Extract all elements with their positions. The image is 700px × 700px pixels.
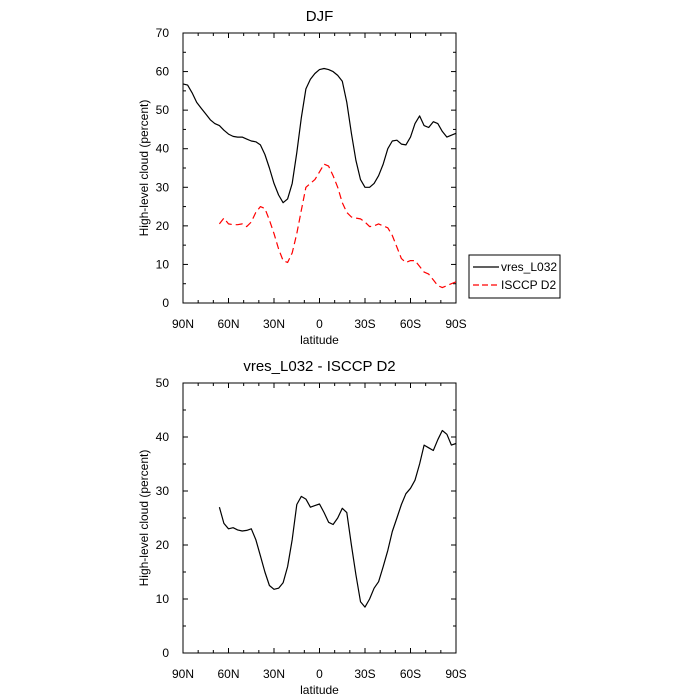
series-line-2 — [182, 67, 457, 204]
y-tick-label: 70 — [156, 26, 170, 40]
y-tick-label: 50 — [156, 103, 170, 117]
series-line-1 — [218, 163, 457, 289]
plot-frame — [182, 32, 457, 304]
chart-title: vres_L032 - ISCCP D2 — [243, 358, 395, 375]
y-tick-label: 30 — [156, 484, 170, 498]
x-axis-label: latitude — [300, 333, 339, 347]
legend-label-2: vres_L032 — [501, 260, 557, 274]
x-tick-label: 30S — [354, 667, 375, 681]
plot-frame — [182, 382, 457, 654]
x-tick-label: 60S — [400, 317, 421, 331]
x-tick-label: 0 — [316, 667, 323, 681]
y-tick-label: 0 — [162, 296, 169, 310]
chart-panel-1: DJF 0 10 20 30 40 50 60 70 90N 60N 30N 0 30S 60S 90S lat… — [137, 8, 561, 347]
y-tick-label: 10 — [156, 257, 170, 271]
series-line-1 — [218, 429, 457, 608]
y-tick-label: 30 — [156, 180, 170, 194]
x-tick-label: 90S — [445, 667, 466, 681]
y-tick-label: 0 — [162, 646, 169, 660]
y-tick-label: 50 — [156, 376, 170, 390]
legend-box — [468, 254, 561, 299]
x-tick-label: 90S — [445, 317, 466, 331]
legend: vres_L032 ISCCP D2 — [468, 254, 561, 299]
x-tick-label: 30S — [354, 317, 375, 331]
x-tick-label: 60N — [217, 667, 239, 681]
y-tick-label: 40 — [156, 430, 170, 444]
x-tick-label: 60S — [400, 667, 421, 681]
x-tick-label: 30N — [263, 317, 285, 331]
y-tick-label: 40 — [156, 142, 170, 156]
legend-label-1: ISCCP D2 — [501, 278, 556, 292]
y-tick-label: 10 — [156, 592, 170, 606]
chart-panel-2: vres_L032 - ISCCP D2 0 10 20 30 40 50 90N 60N 30N… — [137, 358, 467, 697]
y-tick-label: 60 — [156, 65, 170, 79]
x-tick-label: 60N — [217, 317, 239, 331]
x-tick-label: 30N — [263, 667, 285, 681]
y-tick-label: 20 — [156, 219, 170, 233]
x-tick-label: 90N — [172, 667, 194, 681]
y-tick-label: 20 — [156, 538, 170, 552]
x-tick-label: 90N — [172, 317, 194, 331]
chart-title: DJF — [306, 8, 334, 25]
y-axis-label: High-level cloud (percent) — [137, 100, 151, 237]
y-axis-label: High-level cloud (percent) — [137, 450, 151, 587]
x-axis-label: latitude — [300, 683, 339, 697]
x-tick-label: 0 — [316, 317, 323, 331]
